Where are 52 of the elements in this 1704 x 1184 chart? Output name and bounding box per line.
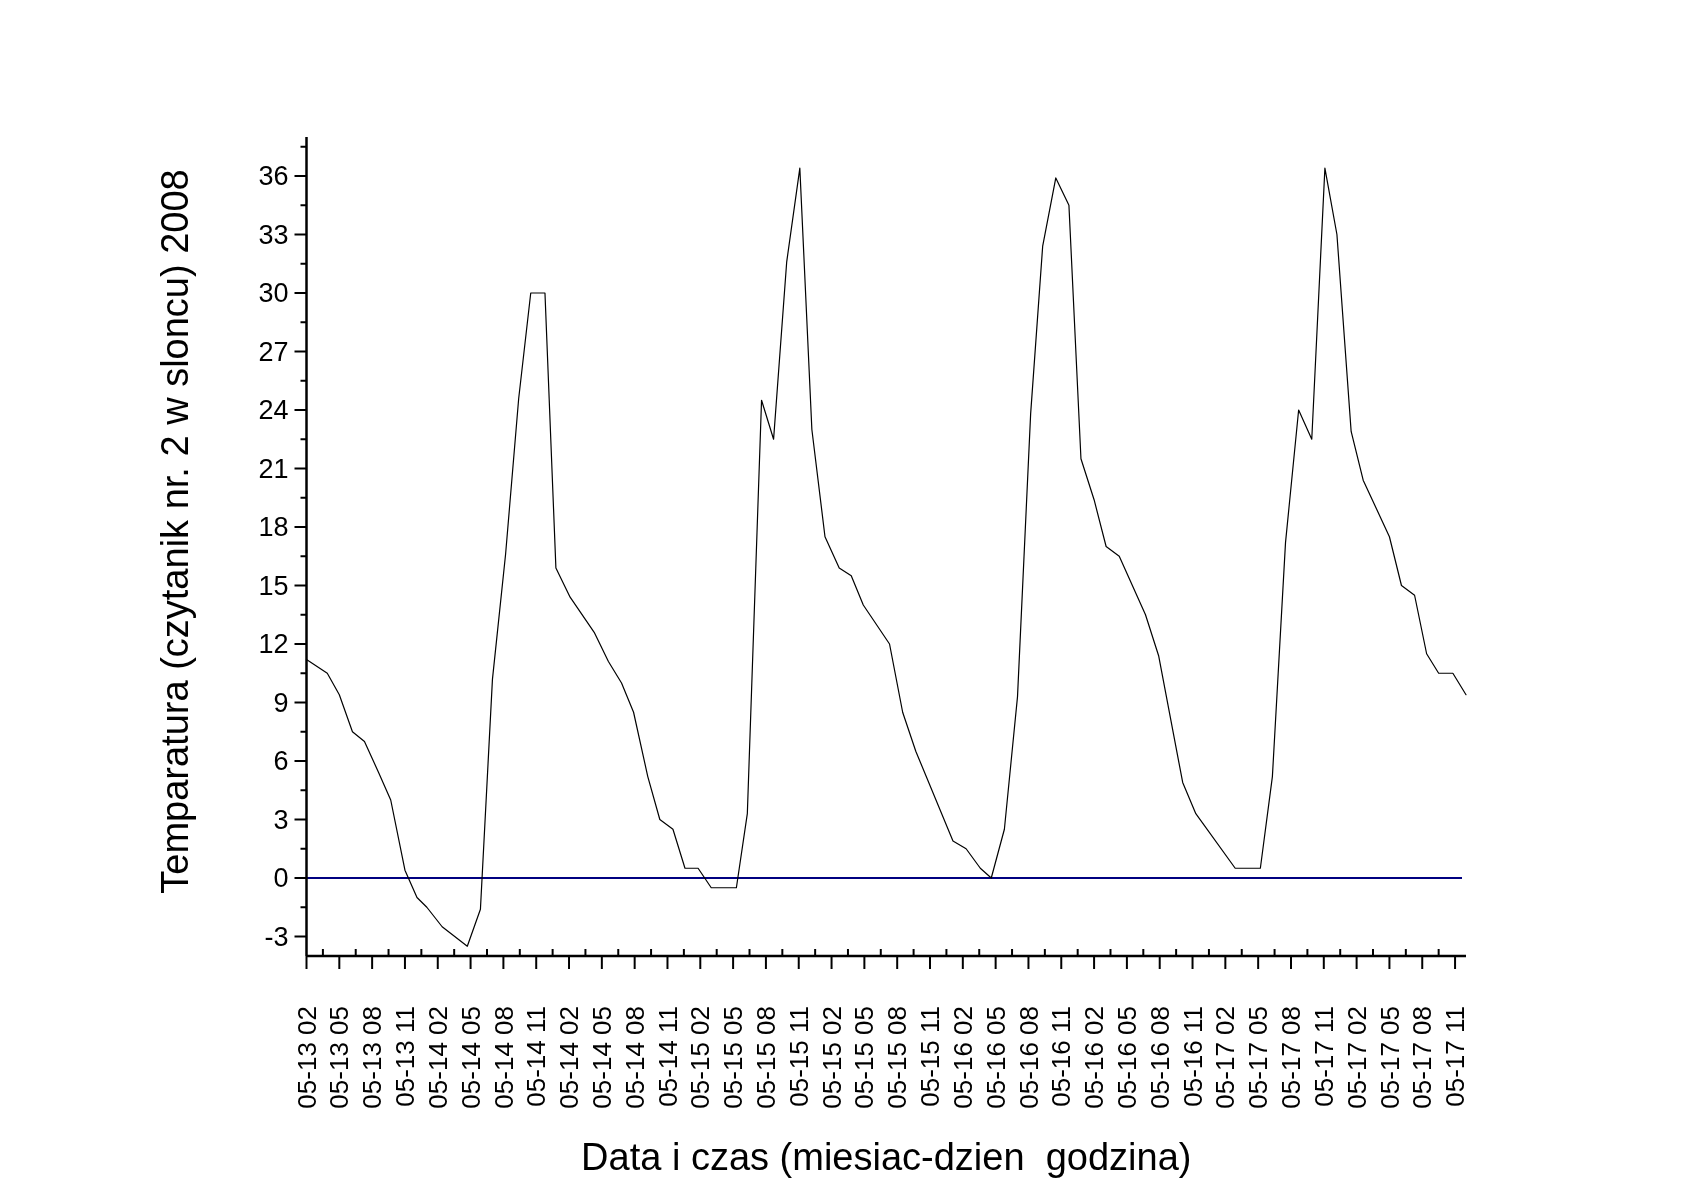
x-tick-label: 05-15 02 [816,1006,847,1109]
x-tick-label: 05-13 08 [357,1006,388,1109]
x-tick-label: 05-16 11 [1177,1006,1208,1107]
x-tick-label: 05-17 11 [1440,1006,1471,1107]
x-tick-label: 05-16 02 [947,1006,978,1109]
x-tick-label: 05-17 08 [1407,1006,1438,1109]
x-tick-label: 05-14 02 [422,1006,453,1109]
x-tick-label: 05-15 02 [685,1006,716,1109]
x-tick-label: 05-16 08 [1013,1006,1044,1109]
y-tick-label: 21 [258,453,289,484]
x-tick-label: 05-17 08 [1276,1006,1307,1109]
x-tick-label: 05-14 08 [619,1006,650,1109]
x-tick-label: 05-13 05 [324,1006,355,1109]
y-tick-label: 3 [273,804,289,835]
x-tick-label: 05-17 11 [1308,1006,1339,1107]
y-axis-title: Temparatura (czytanik nr. 2 w sloncu) 2008 [154,169,197,894]
y-tick-label: 15 [258,570,289,601]
y-tick-label: 33 [258,219,289,250]
y-tick-label: 0 [273,863,289,894]
x-axis-title: Data i czas (miesiac-dzien godzina) [581,1136,1192,1178]
y-tick-label: 12 [258,629,289,660]
x-tick-label: 05-13 11 [390,1006,421,1107]
y-tick-label: 27 [258,336,289,367]
x-tick-label: 05-14 11 [521,1006,552,1107]
x-tick-label: 05-17 02 [1210,1006,1241,1109]
y-tick-label: 30 [258,278,289,309]
y-tick-label: 18 [258,512,289,543]
y-tick-label: -3 [264,921,289,952]
x-tick-label: 05-15 08 [751,1006,782,1109]
x-tick-label: 05-16 02 [1079,1006,1110,1109]
x-tick-label: 05-16 05 [980,1006,1011,1109]
x-tick-label: 05-14 05 [586,1006,617,1109]
x-tick-label: 05-16 11 [1046,1006,1077,1107]
x-tick-label: 05-15 05 [849,1006,880,1109]
x-tick-label: 05-14 02 [554,1006,585,1109]
x-tick-label: 05-15 11 [783,1006,814,1107]
x-tick-label: 05-17 05 [1374,1006,1405,1109]
x-tick-label: 05-13 02 [291,1006,322,1109]
x-tick-label: 05-14 08 [488,1006,519,1109]
x-tick-label: 05-17 02 [1341,1006,1372,1109]
y-tick-label: 6 [273,746,289,777]
x-tick-label: 05-15 08 [882,1006,913,1109]
x-tick-label: 05-16 08 [1144,1006,1175,1109]
y-tick-label: 36 [258,161,289,192]
x-tick-label: 05-17 05 [1243,1006,1274,1109]
x-tick-label: 05-14 05 [455,1006,486,1109]
x-tick-label: 05-16 05 [1112,1006,1142,1109]
x-tick-label: 05-14 11 [652,1006,683,1107]
x-tick-label: 05-15 11 [915,1006,946,1107]
x-tick-label: 05-15 05 [718,1006,749,1109]
y-tick-label: 24 [258,395,289,426]
y-tick-label: 9 [273,687,289,718]
